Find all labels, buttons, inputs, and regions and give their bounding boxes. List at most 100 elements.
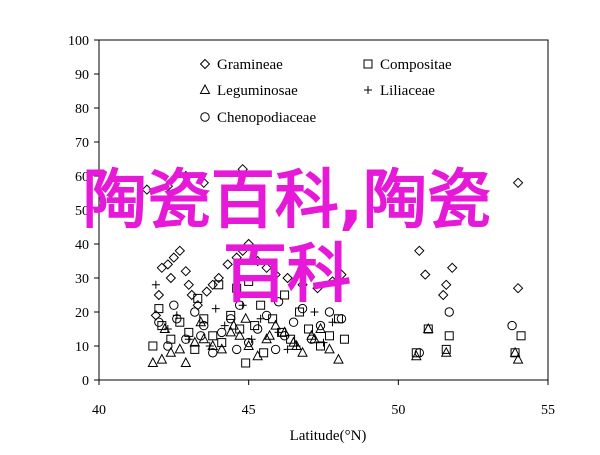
data-point (333, 353, 344, 364)
data-point (192, 299, 203, 311)
data-point (252, 350, 263, 361)
data-point (214, 280, 224, 290)
data-point (196, 331, 206, 341)
y-tick-label: 60 (75, 170, 89, 185)
y-tick-label: 50 (75, 204, 89, 219)
data-point (234, 300, 245, 310)
data-point (297, 346, 308, 357)
data-point (199, 320, 209, 331)
data-point (174, 245, 186, 257)
x-tick-label: 55 (541, 403, 555, 418)
data-point (259, 348, 269, 358)
data-point (440, 346, 452, 357)
x-axis: 40 45 50 55 (92, 380, 555, 418)
data-point (169, 300, 179, 310)
data-point (447, 262, 458, 274)
data-point (198, 333, 210, 344)
data-point (241, 358, 251, 368)
data-point (310, 308, 319, 316)
data-point (512, 353, 524, 364)
data-point (288, 317, 299, 327)
data-point (256, 314, 265, 323)
data-point (208, 331, 218, 341)
data-point (512, 177, 524, 189)
data-point (252, 255, 263, 267)
data-point (234, 329, 246, 340)
legend: Gramineae Compositae Leguminosae Liliaceae C… (199, 57, 452, 126)
data-point (190, 307, 200, 317)
data-point (250, 321, 260, 331)
data-point (414, 348, 424, 358)
data-point (147, 356, 159, 367)
data-point (189, 336, 201, 347)
data-point (217, 327, 227, 338)
legend-marker-leguminosae (199, 83, 211, 94)
data-point (441, 344, 451, 354)
data-point (279, 326, 290, 337)
data-point (336, 314, 347, 324)
y-tick-label: 90 (75, 68, 89, 83)
data-point (324, 343, 335, 354)
data-point (315, 322, 326, 333)
legend-label-liliaceae: Liliaceae (380, 83, 435, 99)
data-point (220, 321, 229, 330)
y-tick-label: 10 (75, 340, 89, 355)
data-point (181, 334, 191, 344)
data-point (162, 180, 174, 192)
data-point (261, 333, 272, 344)
data-point (261, 262, 272, 274)
data-point (228, 319, 240, 330)
data-point (240, 312, 252, 323)
data-point (283, 345, 292, 354)
data-point (232, 283, 242, 293)
y-tick-label: 0 (82, 374, 89, 389)
data-point (438, 289, 449, 301)
data-point (165, 346, 177, 357)
data-point (198, 177, 209, 189)
data-point (328, 318, 337, 327)
data-point (222, 259, 233, 270)
legend-marker-compositae (363, 59, 373, 69)
data-point (243, 339, 254, 350)
data-point (411, 348, 421, 358)
data-point (410, 350, 422, 361)
legend-label-leguminosae: Leguminosae (217, 83, 298, 99)
data-point (183, 279, 195, 291)
watermark-line-2: 百科 (223, 238, 351, 312)
data-point (156, 262, 168, 274)
data-point (211, 304, 220, 313)
data-point (168, 252, 180, 263)
data-point (273, 297, 284, 307)
y-tick-label: 70 (75, 136, 89, 151)
y-axis: 0 10 20 30 40 50 60 70 80 90 100 (68, 34, 99, 389)
legend-marker-gramineae (199, 58, 211, 70)
data-point (274, 328, 283, 337)
data-point (324, 331, 334, 341)
data-point (444, 307, 454, 317)
legend-marker-liliaceae (364, 86, 372, 94)
series-gramineae (141, 163, 524, 321)
data-point (304, 324, 314, 334)
data-point (180, 170, 192, 182)
y-tick-label: 80 (75, 102, 89, 117)
x-axis-title: Latitude(°N) (290, 428, 367, 444)
data-point (512, 282, 524, 294)
data-point (159, 322, 171, 333)
data-point (207, 339, 219, 350)
data-point (316, 341, 326, 351)
data-point (280, 290, 290, 300)
data-point (282, 272, 293, 284)
data-point (315, 320, 326, 331)
data-point (180, 356, 192, 367)
data-points (141, 163, 526, 368)
data-point (261, 310, 272, 321)
x-tick-label: 45 (242, 403, 256, 418)
data-point (327, 276, 338, 287)
data-point (213, 272, 224, 284)
x-tick-label: 50 (391, 403, 405, 418)
data-point (306, 334, 317, 344)
data-point (163, 325, 172, 333)
data-point (270, 269, 281, 280)
data-point (231, 344, 242, 355)
data-point (333, 314, 343, 324)
